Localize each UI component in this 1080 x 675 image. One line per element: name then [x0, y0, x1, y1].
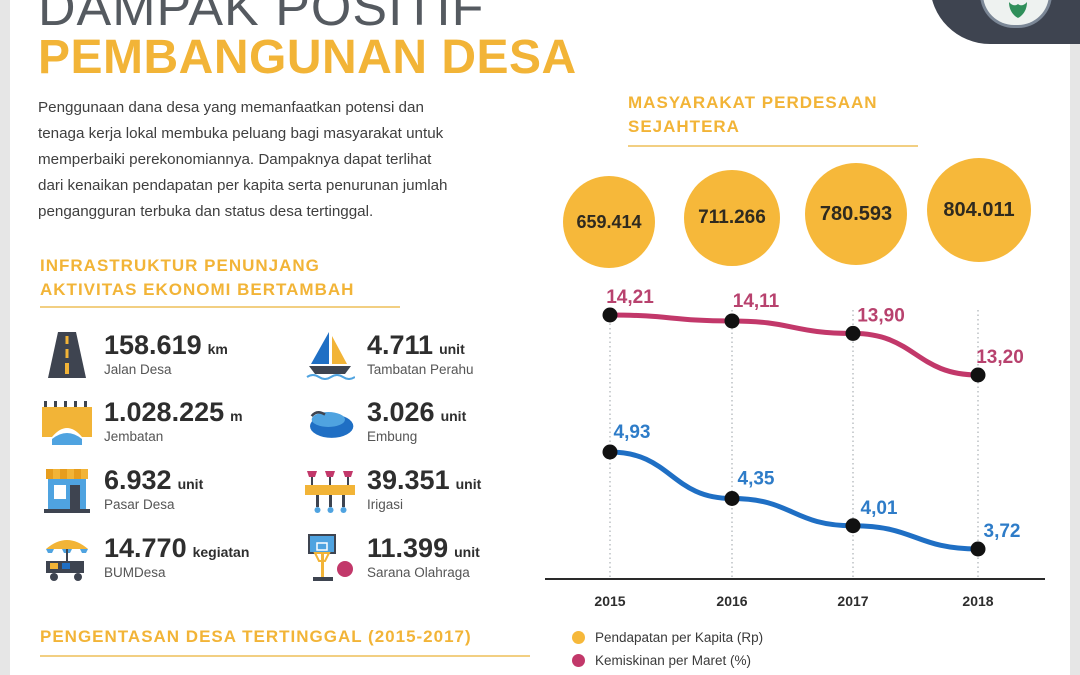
- data-point-unemployment: [602, 444, 618, 460]
- data-point-unemployment: [724, 490, 740, 506]
- income-bubble: 659.414: [563, 176, 655, 268]
- intro-line: Penggunaan dana desa yang memanfaatkan p…: [38, 99, 424, 116]
- infra-label: Jembatan: [104, 429, 164, 444]
- infra-heading-line1: INFRASTRUKTUR PENUNJANG: [40, 256, 320, 275]
- sejahtera-heading-line2: SEJAHTERA: [628, 117, 740, 136]
- irrigation-icon: [305, 471, 355, 513]
- series-line-unemployment: [607, 449, 981, 552]
- data-label-poverty: 13,90: [857, 305, 905, 326]
- left-border: [0, 0, 10, 675]
- intro-line: pengangguran terbuka dan status desa ter…: [38, 203, 374, 220]
- infra-label: Pasar Desa: [104, 497, 175, 512]
- leaf-icon: [1009, 2, 1027, 18]
- sejahtera-heading-line1: MASYARAKAT PERDESAAN: [628, 93, 878, 112]
- data-label-unemployment: 4,93: [614, 422, 651, 443]
- data-point-poverty: [602, 307, 618, 323]
- infra-value: 1.028.225: [104, 397, 225, 427]
- intro-line: memperbaiki perekonomiannya. Dampaknya d…: [38, 151, 432, 168]
- infra-unit: km: [207, 341, 228, 357]
- x-tick-label: 2016: [716, 593, 747, 609]
- data-label-poverty: 14,21: [606, 287, 654, 308]
- income-bubble: 780.593: [805, 163, 907, 265]
- income-bubble: 804.011: [927, 158, 1031, 262]
- data-point-poverty: [970, 367, 986, 383]
- market-icon: [44, 469, 90, 513]
- pengentasan-heading: PENGENTASAN DESA TERTINGGAL (2015-2017): [40, 627, 472, 646]
- infra-label: BUMDesa: [104, 565, 166, 580]
- legend-label: Kemiskinan per Maret (%): [595, 653, 752, 668]
- data-point-unemployment: [970, 541, 986, 557]
- pengentasan-divider: [40, 655, 530, 657]
- data-label-unemployment: 4,01: [861, 498, 898, 519]
- data-label-poverty: 13,20: [976, 347, 1024, 368]
- infra-heading-line2: AKTIVITAS EKONOMI BERTAMBAH: [40, 280, 355, 299]
- infra-value: 11.399: [367, 533, 449, 563]
- infra-value: 6.932: [104, 465, 172, 495]
- income-bubble: 711.266: [684, 170, 780, 266]
- legend-swatch-income: [572, 631, 585, 644]
- infra-unit: kegiatan: [192, 544, 250, 560]
- infra-value: 3.026: [367, 397, 435, 427]
- x-tick-label: 2017: [837, 593, 868, 609]
- infra-value: 39.351: [367, 465, 450, 495]
- data-point-poverty: [724, 313, 740, 329]
- infra-label: Jalan Desa: [104, 362, 172, 377]
- data-point-unemployment: [845, 518, 861, 534]
- intro-paragraph: Penggunaan dana desa yang memanfaatkan p…: [38, 95, 558, 225]
- infra-divider: [40, 306, 400, 308]
- infra-unit: m: [230, 408, 243, 424]
- legend-swatch-poverty: [572, 654, 585, 667]
- title-top: DAMPAK POSITIF: [38, 0, 485, 37]
- sailboat-icon: [306, 332, 355, 380]
- infra-unit: unit: [177, 476, 204, 492]
- infra-label: Sarana Olahraga: [367, 565, 470, 580]
- infra-label: Irigasi: [367, 497, 404, 512]
- road-icon: [48, 332, 86, 378]
- data-label-unemployment: 3,72: [984, 521, 1021, 542]
- pond-icon: [310, 411, 354, 438]
- sejahtera-divider: [628, 145, 918, 147]
- infra-unit: unit: [439, 341, 465, 357]
- line-chart: 2015 2016 2017 2018 14,21 14,11 13,90 13,20 4,93…: [545, 287, 1045, 609]
- basketball-icon: [308, 534, 353, 581]
- legend-item-poverty: Kemiskinan per Maret (%): [572, 653, 751, 668]
- intro-line: dari kenaikan pendapatan per kapita sert…: [38, 177, 448, 194]
- series-line-poverty: [607, 312, 981, 378]
- x-tick-label: 2015: [594, 593, 625, 609]
- cart-icon: [46, 540, 88, 581]
- infra-heading: INFRASTRUKTUR PENUNJANG AKTIVITAS EKONOM…: [40, 254, 354, 302]
- legend-item-income: Pendapatan per Kapita (Rp): [572, 630, 763, 645]
- infra-label: Embung: [367, 429, 418, 444]
- page-title: PEMBANGUNAN DESA: [38, 31, 577, 84]
- infra-value: 14.770: [104, 533, 187, 563]
- data-label-poverty: 14,11: [733, 291, 780, 312]
- right-border: [1070, 0, 1080, 675]
- infra-unit: unit: [454, 544, 480, 560]
- data-label-unemployment: 4,35: [738, 468, 775, 489]
- legend-label: Pendapatan per Kapita (Rp): [595, 630, 764, 645]
- sejahtera-heading: MASYARAKAT PERDESAAN SEJAHTERA: [628, 91, 878, 139]
- x-tick-label: 2018: [962, 593, 993, 609]
- bridge-icon: [42, 401, 92, 445]
- intro-line: tenaga kerja lokal membuka peluang bagi …: [38, 125, 444, 142]
- data-point-poverty: [845, 325, 861, 341]
- infra-value: 4.711: [367, 330, 434, 360]
- infra-unit: unit: [440, 408, 467, 424]
- infra-label: Tambatan Perahu: [367, 362, 474, 377]
- infra-value: 158.619: [104, 330, 202, 360]
- infra-unit: unit: [455, 476, 482, 492]
